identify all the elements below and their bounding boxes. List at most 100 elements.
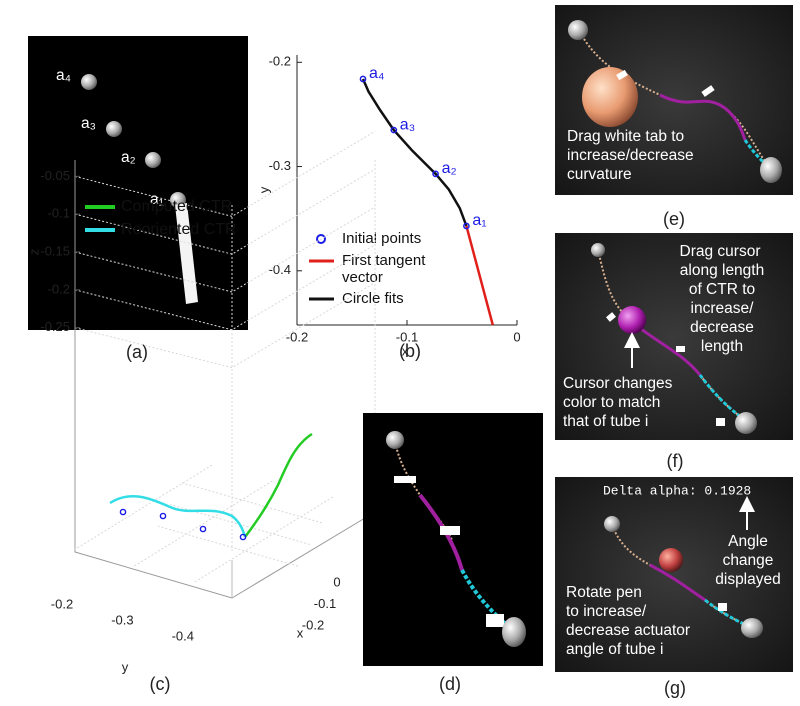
legend-label: Reoriented CTR [121,221,237,238]
z-tick-label: -0.25 [40,319,70,334]
axes-box [74,160,376,599]
grid-line [74,206,376,293]
x-tick-label: -0.2 [286,329,308,344]
legend-entry: Initial points [342,230,422,247]
data-point [432,170,439,178]
point-label: a₃ [400,116,415,133]
initial-point [119,508,127,516]
z-tick-label: -0.15 [40,243,70,258]
panel-e: Drag white tab to increase/decrease curv… [555,5,793,229]
legend-marker [316,234,326,244]
instruction-line: of CTR to [689,281,755,298]
tab [606,312,616,322]
x-tick-label: -0.2 [302,618,324,633]
grid-line [73,464,213,551]
instruction-line: to increase/ [566,603,647,620]
y-tick-label: -0.4 [269,262,291,277]
series-curve [109,495,247,538]
grid-line [74,130,376,217]
tab [486,614,504,627]
grid-line [181,482,323,524]
x-tick-label: -0.1 [314,596,336,611]
z-tick-label: -0.05 [40,168,70,183]
point-label: a₃ [81,115,96,132]
legend-label: Initial points [342,230,422,247]
instruction-line: angle of tube i [566,641,663,658]
instruction-line: that of tube i [563,413,648,430]
grid-line [157,525,299,567]
y-tick-label: -0.3 [269,158,291,173]
tab [616,69,628,81]
instruction-line: Drag cursor [680,243,761,260]
grid-line [74,168,376,255]
tab [394,476,416,483]
marker-sphere [604,516,620,532]
legend-label: Circle fits [342,290,404,307]
instruction-line: color to match [563,394,660,411]
caption: (e) [663,209,685,229]
panel-b: (b) -0.4 -0.3 -0.2 -0.2 -0.1 0 x y a₄ a₃ a₂ a₁ Initi… [256,54,520,361]
series-curve [244,432,313,538]
tab [716,418,725,426]
instruction-line: increase/ [691,300,755,317]
caption: (d) [439,674,461,694]
instruction-line: along length [680,262,764,279]
point-label: a₂ [121,149,136,166]
tube-inner [743,139,771,170]
series-line [465,225,495,326]
marker-sphere [386,431,404,449]
point-label: a₄ [56,67,71,84]
grid-line [134,480,273,567]
point-label: a₄ [369,65,384,82]
z-tick-label: -0.1 [48,206,70,221]
x-axis-label: x [402,343,409,358]
caption: (f) [667,451,684,471]
initial-point [239,533,247,541]
x-tick-label: -0.1 [396,329,418,344]
marker-sphere [741,618,763,638]
marker-sphere [502,617,526,647]
z-tick-label: -0.2 [48,281,70,296]
instruction-line: decrease [690,319,754,336]
instruction-line: Cursor changes [563,375,673,392]
marker-sphere [760,157,782,183]
cursor-sphere [582,67,638,127]
marker-sphere [591,243,605,257]
y-tick-label: -0.2 [51,596,73,611]
instruction-line: increase/decrease [567,147,694,164]
marker-blob [106,121,122,137]
tab [676,346,685,352]
caption: (c) [150,674,171,694]
legend-label: First tangent vector [342,252,426,286]
tube-middle [659,93,747,141]
instruction-line: decrease actuator [566,622,690,639]
image-background [555,233,793,440]
image-background [28,36,248,330]
grid-line [74,244,376,331]
legend-entry: Circle fits [342,290,404,307]
point-label: a₁ [472,212,486,229]
point-label: a₂ [442,160,457,177]
panel-d: (d) [363,413,543,694]
instruction-line: Angle [728,533,768,550]
cursor-sphere [618,306,646,334]
caption: (b) [399,341,421,361]
tab [718,603,727,611]
instruction-line: curvature [567,166,632,183]
y-axis-label: y [122,659,129,674]
instruction-line: change [723,552,774,569]
tab [440,526,460,535]
instruction-line: displayed [715,571,781,588]
instruction-line: Drag white tab to [567,128,684,145]
y-tick-label: -0.3 [111,612,133,627]
x-axis-label: x [297,625,304,640]
tab [701,85,715,97]
legend-entry: First tangent vector [342,252,426,286]
initial-point [159,512,167,520]
y-tick-label: -0.2 [269,54,291,69]
marker-sphere [735,412,757,434]
caption: (a) [126,342,148,362]
z-axis-label: z [26,249,41,256]
y-tick-label: -0.4 [172,628,194,643]
readout: Delta alpha: 0.1928 [603,483,751,498]
